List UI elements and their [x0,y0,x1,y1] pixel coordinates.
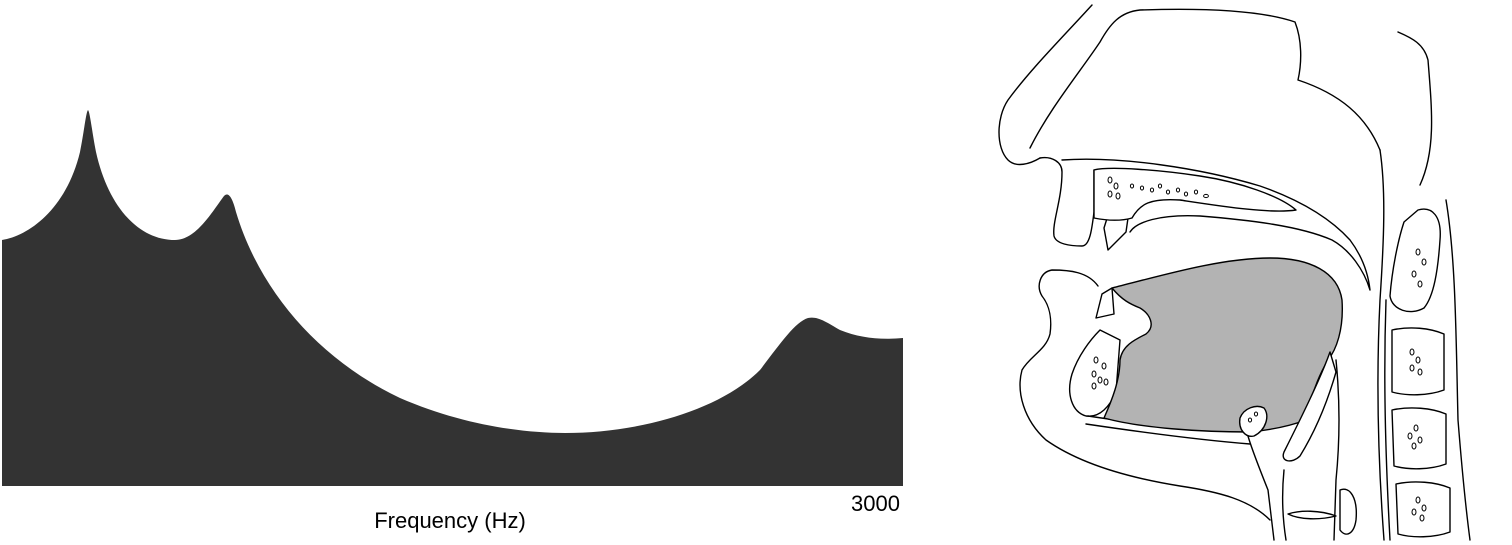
vertebra-1 [1389,208,1441,313]
neck-outline [1397,31,1433,186]
mandible-bone-dots [1091,356,1109,390]
cervical-spine [1389,208,1451,538]
spine-outer-back [1445,199,1471,541]
esophagus [1333,359,1340,541]
vertebra-2 [1391,327,1445,396]
posterior-pharynx-wall [1377,149,1385,541]
hard-palate [1093,167,1297,221]
hyoid-dots [1247,411,1259,423]
nasal-cavity-outline [1029,8,1381,151]
upper-lip [1039,156,1095,247]
vocal-tract-diagram [998,4,1471,541]
x-axis-label: Frequency (Hz) [374,508,526,533]
epiglottis [1282,351,1337,462]
floor-of-mouth [1085,423,1251,445]
spectrum-panel: Frequency (Hz) 3000 [2,110,903,533]
nose-outline [998,4,1093,166]
vertebra-3 [1391,407,1447,470]
spine-outer-front [1384,299,1391,541]
palate-bone-dots [1107,176,1209,200]
spectrum-envelope [2,110,903,486]
larynx-front [1247,435,1275,541]
trachea-front [1281,469,1287,541]
vocal-folds [1287,510,1337,520]
vertebra-dots [1407,248,1427,522]
velum [1061,158,1371,291]
hyoid-bone [1239,405,1268,437]
x-max-tick-label: 3000 [851,491,900,516]
vertebra-4 [1395,481,1451,538]
cricoid [1339,488,1357,535]
